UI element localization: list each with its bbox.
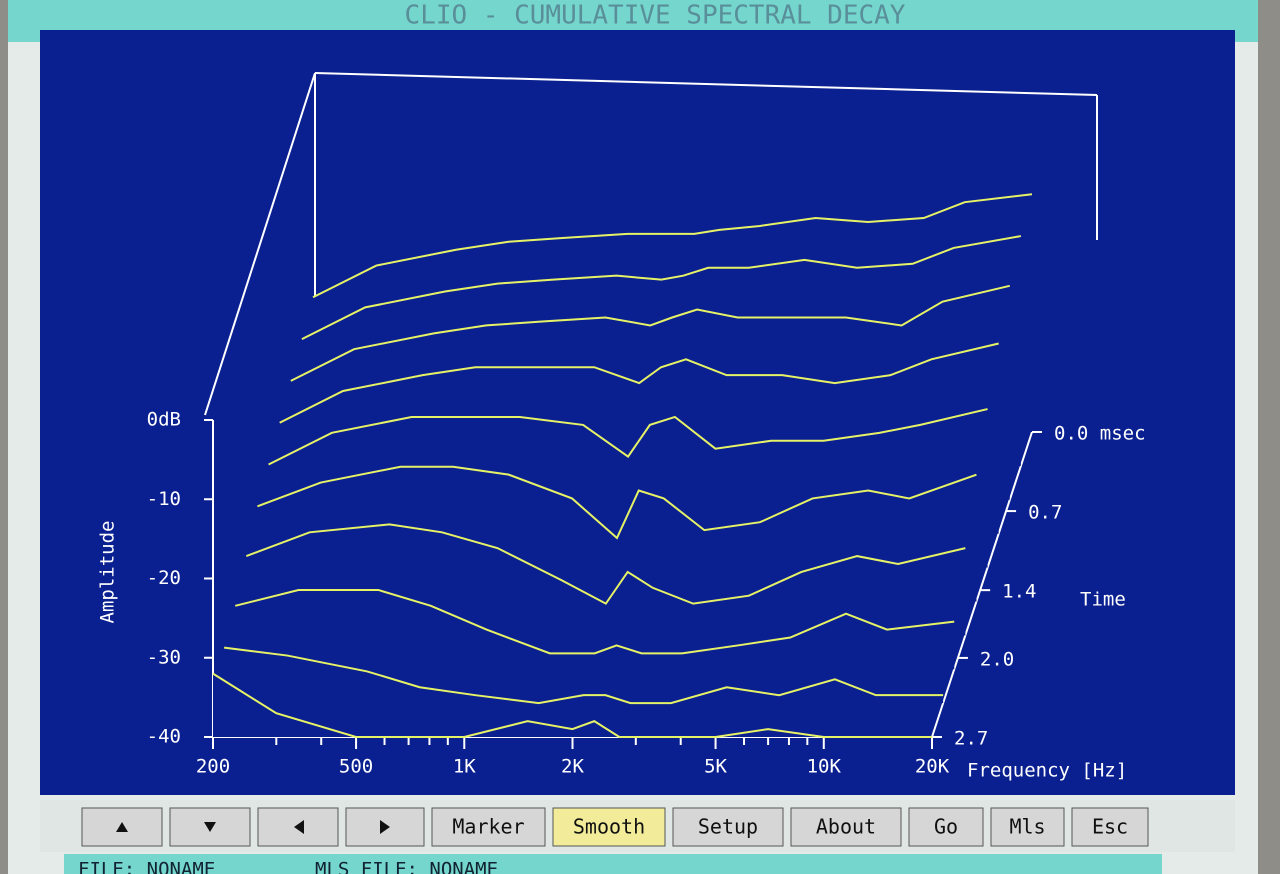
down-icon [204, 822, 216, 832]
button-label: Mls [1009, 815, 1045, 839]
command-button[interactable] [672, 807, 784, 847]
y-tick-label: -30 [147, 646, 181, 668]
decay-slice [312, 193, 1033, 299]
y-axis-label: Amplitude [97, 521, 119, 624]
z-tick-label: 0.0 msec [1054, 423, 1146, 445]
z-axis [931, 431, 1033, 738]
x-tick-label: 200 [196, 756, 230, 778]
left-icon [294, 820, 304, 834]
button-label: Esc [1092, 815, 1128, 839]
y-tick-label: -40 [147, 726, 181, 748]
slice-mask [235, 589, 955, 670]
waterfall: 0dB -10 -20 -30 -40 200 500 1K 2K 5K 10K 20K 0.0 mse… [97, 193, 1146, 782]
x-tick-label: 10K [807, 756, 842, 778]
command-button[interactable] [790, 807, 902, 847]
decay-slice [245, 523, 966, 605]
slice-mask [213, 673, 932, 737]
up-icon [116, 822, 128, 832]
status-file: FILE: NONAME [78, 859, 215, 874]
command-button[interactable] [1071, 807, 1149, 847]
decay-slice [290, 284, 1011, 382]
decay-slice [223, 646, 944, 705]
plot-frame [204, 72, 1098, 416]
z-axis-label: Time [1080, 589, 1126, 611]
z-tick-label: 2.0 [980, 648, 1014, 670]
decay-slice [257, 465, 977, 540]
x-tick-label: 5K [704, 756, 727, 778]
y-tick-label: 0dB [147, 409, 181, 431]
decay-slice [268, 408, 988, 466]
status-mls-file: MLS FILE: NONAME [315, 859, 498, 874]
x-axis-label: Frequency [Hz] [967, 760, 1127, 782]
button-label: Go [934, 815, 958, 839]
frame-edge [314, 72, 1098, 96]
slice-mask [224, 647, 944, 704]
x-tick-label: 20K [915, 756, 950, 778]
x-tick-label: 1K [453, 756, 476, 778]
button-label: About [816, 815, 876, 839]
x-tick-label: 2K [561, 756, 584, 778]
decay-slice [301, 235, 1022, 340]
right-icon [380, 820, 390, 834]
command-buttons: Marker Smooth Setup About Go Mls Esc [431, 807, 1149, 847]
decay-slice [234, 588, 955, 655]
command-button[interactable] [990, 807, 1065, 847]
frame-edge [204, 72, 316, 416]
button-label: Marker [452, 815, 524, 839]
decay-slice [212, 672, 932, 738]
z-tick-label: 2.7 [954, 728, 988, 750]
x-tick-label: 500 [339, 756, 373, 778]
y-tick-label: -10 [147, 488, 181, 510]
decay-slice [279, 342, 999, 424]
z-tick-label: 0.7 [1028, 502, 1062, 524]
command-button[interactable] [552, 807, 666, 847]
status-bar [64, 854, 1162, 874]
y-tick-label: -20 [147, 567, 181, 589]
right-button[interactable] [345, 807, 425, 847]
button-label: Setup [698, 815, 758, 839]
command-button[interactable] [431, 807, 546, 847]
arrow-buttons [81, 807, 425, 847]
z-tick-label: 1.4 [1002, 581, 1036, 603]
window-title: CLIO - CUMULATIVE SPECTRAL DECAY [405, 1, 906, 31]
command-button[interactable] [908, 807, 984, 847]
button-label: Smooth [573, 815, 645, 839]
